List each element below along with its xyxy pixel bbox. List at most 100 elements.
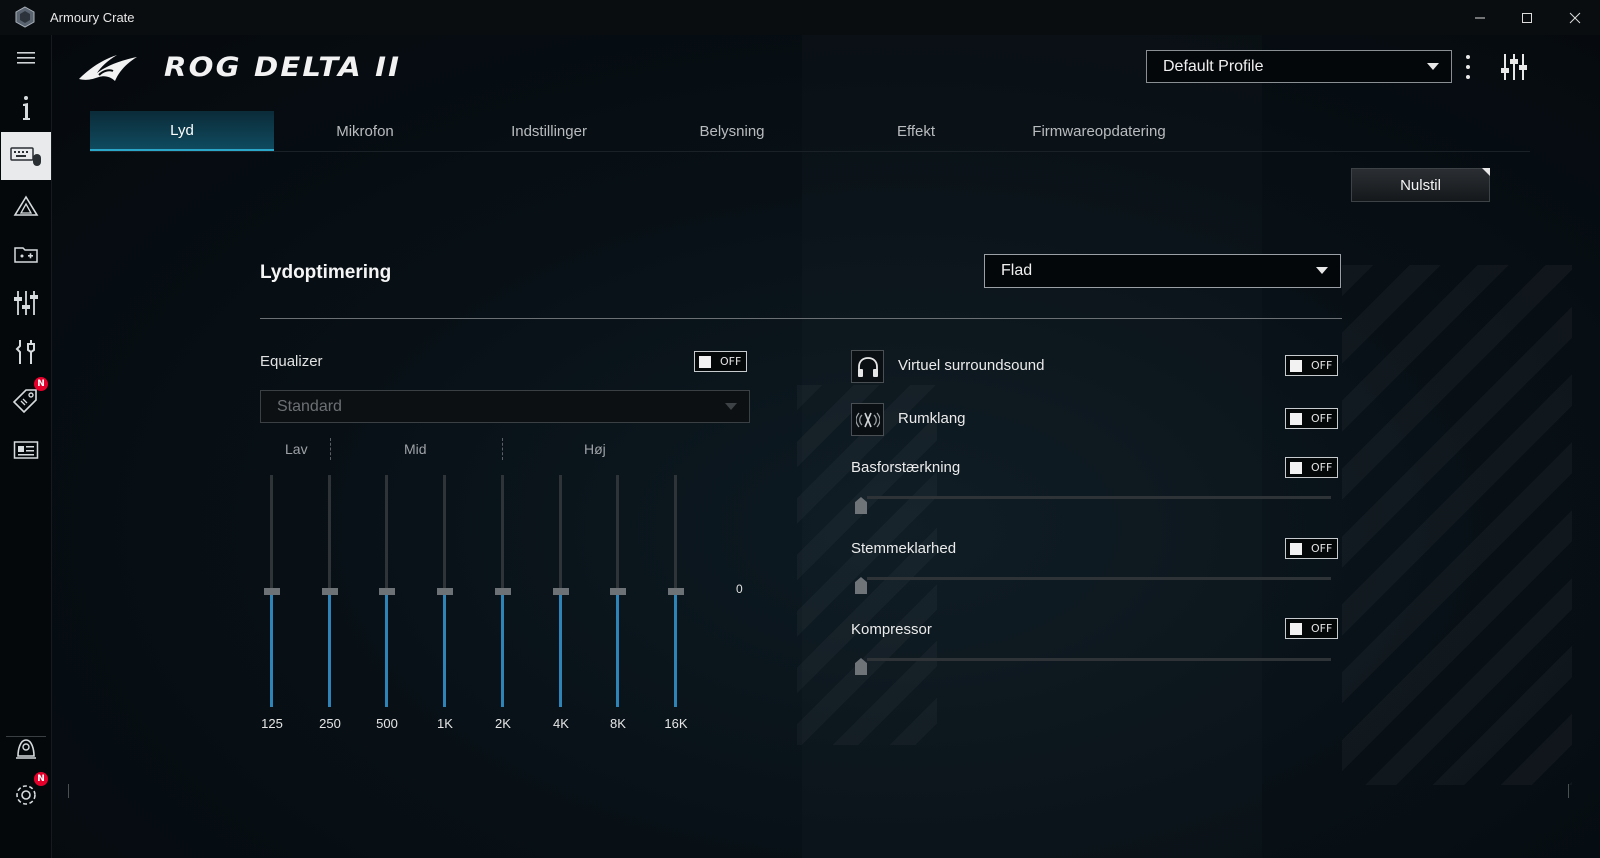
app-title: Armoury Crate xyxy=(50,10,135,25)
maximize-icon xyxy=(1522,12,1532,23)
eq-slider-fill xyxy=(443,595,446,707)
surround-label: Virtuel surroundsound xyxy=(898,357,1045,374)
profile-dropdown[interactable]: Default Profile xyxy=(1146,50,1452,83)
main-content: ROG DELTA II Default Profile Lyd Mikrofo… xyxy=(52,35,1600,858)
close-button[interactable] xyxy=(1552,0,1598,35)
rail-news-button[interactable] xyxy=(0,427,52,473)
band-separator xyxy=(502,438,503,460)
voice-clarity-label: Stemmeklarhed xyxy=(851,540,957,557)
eq-frequency-label: 16K xyxy=(664,716,688,731)
reset-button[interactable]: Nulstil xyxy=(1351,168,1490,202)
toggle-state: OFF xyxy=(1311,542,1333,555)
kebab-dot xyxy=(1466,75,1470,79)
kebab-dot xyxy=(1466,55,1470,59)
compressor-label: Kompressor xyxy=(851,621,932,638)
reverb-icon xyxy=(855,412,880,427)
reverb-label: Rumklang xyxy=(898,410,966,427)
corner-mark xyxy=(68,784,76,798)
toggle-state: OFF xyxy=(1311,359,1333,372)
eq-slider-thumb[interactable] xyxy=(264,588,280,595)
toggle-knob xyxy=(1290,359,1302,372)
eq-slider-thumb[interactable] xyxy=(668,588,684,595)
rail-user-button[interactable] xyxy=(0,725,52,771)
tab-divider xyxy=(90,151,1530,152)
rail-tools-button[interactable] xyxy=(0,329,52,375)
rog-logo-icon xyxy=(79,55,137,81)
eq-slider-fill xyxy=(616,595,619,707)
chevron-down-icon xyxy=(1316,267,1328,274)
voice-clarity-toggle[interactable]: OFF xyxy=(1285,538,1338,559)
rail-deals-button[interactable]: N xyxy=(0,377,52,423)
eq-slider-thumb[interactable] xyxy=(610,588,626,595)
eq-slider-8K xyxy=(610,475,626,707)
eq-slider-thumb[interactable] xyxy=(495,588,511,595)
equalizer-toggle[interactable]: OFF xyxy=(694,351,747,372)
toggle-state: OFF xyxy=(1311,412,1333,425)
eq-slider-1K xyxy=(437,475,453,707)
eq-slider-fill xyxy=(328,595,331,707)
tab-firmwareopdatering[interactable]: Firmwareopdatering xyxy=(1032,122,1166,140)
info-icon xyxy=(23,96,30,120)
background-stripes xyxy=(1342,265,1572,785)
mixer-settings-icon[interactable] xyxy=(1500,52,1528,82)
toggle-state: OFF xyxy=(1311,461,1333,474)
reverb-icon-box xyxy=(851,403,884,436)
settings-notification-badge: N xyxy=(34,772,48,786)
eq-slider-fill xyxy=(559,595,562,707)
deals-notification-badge: N xyxy=(34,377,48,391)
tag-icon xyxy=(12,389,37,413)
rail-aura-button[interactable] xyxy=(0,183,52,229)
eq-slider-thumb[interactable] xyxy=(379,588,395,595)
game-library-icon xyxy=(14,247,38,263)
compressor-slider-thumb xyxy=(855,658,867,675)
corner-accent xyxy=(1482,168,1490,176)
eq-slider-thumb[interactable] xyxy=(437,588,453,595)
toggle-knob xyxy=(1290,461,1302,474)
eq-slider-250 xyxy=(322,475,338,707)
tab-mikrofon[interactable]: Mikrofon xyxy=(336,122,394,140)
armoury-crate-logo-icon xyxy=(15,6,35,28)
tab-lyd[interactable]: Lyd xyxy=(90,111,274,151)
minimize-button[interactable] xyxy=(1457,0,1503,35)
tab-belysning[interactable]: Belysning xyxy=(699,122,765,140)
eq-slider-fill xyxy=(270,595,273,707)
compressor-slider-track xyxy=(867,658,1331,661)
equalizer-label: Equalizer xyxy=(260,353,323,370)
rail-scenario-button[interactable] xyxy=(0,280,52,326)
background-stripes xyxy=(797,385,937,745)
surround-toggle[interactable]: OFF xyxy=(1285,355,1338,376)
profile-dropdown-value: Default Profile xyxy=(1163,57,1264,75)
voice-clarity-slider-track xyxy=(867,577,1331,580)
compressor-toggle[interactable]: OFF xyxy=(1285,618,1338,639)
device-name: ROG DELTA II xyxy=(164,52,402,83)
kebab-dot xyxy=(1466,65,1470,69)
toggle-knob xyxy=(1290,542,1302,555)
menu-button[interactable] xyxy=(0,35,52,81)
reset-button-label: Nulstil xyxy=(1400,176,1441,194)
eq-slider-thumb[interactable] xyxy=(553,588,569,595)
rail-settings-button[interactable]: N xyxy=(0,772,52,818)
more-options-button[interactable] xyxy=(1462,55,1474,79)
tab-indstillinger[interactable]: Indstillinger xyxy=(511,122,587,140)
side-navigation: N N xyxy=(0,35,52,858)
rail-info-button[interactable] xyxy=(0,85,52,131)
tab-effekt[interactable]: Effekt xyxy=(896,122,936,140)
eq-frequency-label: 1K xyxy=(437,716,453,731)
band-label-high: Høj xyxy=(584,441,606,457)
toggle-knob xyxy=(699,355,711,368)
eq-slider-500 xyxy=(379,475,395,707)
title-bar: Armoury Crate xyxy=(0,0,1600,35)
aura-sync-icon xyxy=(13,195,39,216)
bass-boost-toggle[interactable]: OFF xyxy=(1285,457,1338,478)
rail-devices-button[interactable] xyxy=(1,132,51,180)
keyboard-mouse-icon xyxy=(10,147,41,166)
rail-game-library-button[interactable] xyxy=(0,231,52,277)
bass-boost-slider-track xyxy=(867,496,1331,499)
equalizer-value-label: 0 xyxy=(736,582,743,596)
sound-preset-dropdown[interactable]: Flad xyxy=(984,254,1341,288)
minimize-icon xyxy=(1475,17,1485,18)
maximize-button[interactable] xyxy=(1504,0,1550,35)
eq-slider-thumb[interactable] xyxy=(322,588,338,595)
chevron-down-icon xyxy=(725,403,737,410)
reverb-toggle[interactable]: OFF xyxy=(1285,408,1338,429)
